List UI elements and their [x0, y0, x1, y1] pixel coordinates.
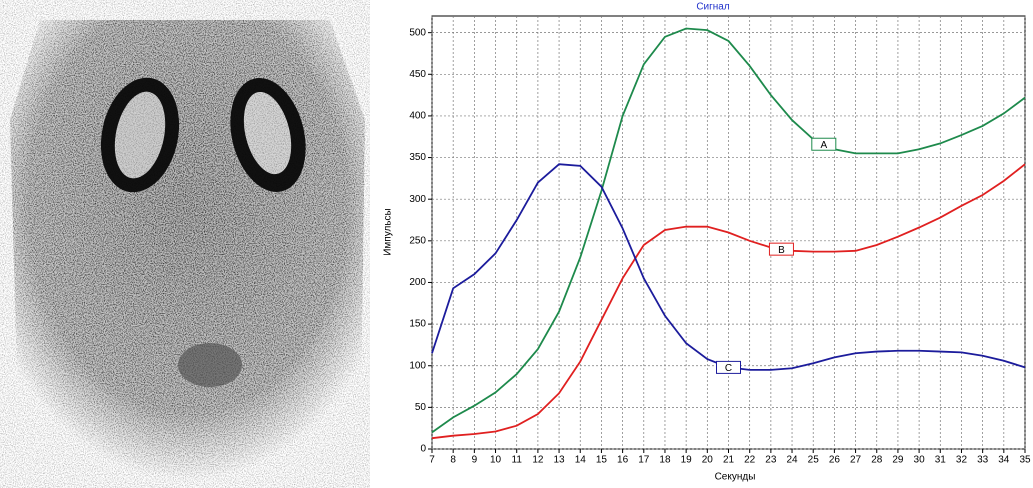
y-tick-label: 300 [409, 194, 426, 205]
x-tick-label: 23 [765, 455, 777, 466]
x-tick-label: 24 [786, 455, 798, 466]
x-tick-label: 17 [638, 455, 650, 466]
x-tick-label: 22 [744, 455, 756, 466]
x-tick-label: 8 [450, 455, 456, 466]
series-label-box [768, 242, 794, 256]
x-tick-label: 11 [512, 455, 523, 466]
series-label: C [725, 363, 732, 374]
x-tick-label: 25 [808, 455, 820, 466]
x-tick-label: 28 [871, 455, 883, 466]
x-tick-label: 21 [723, 455, 735, 466]
y-tick-label: 200 [409, 277, 426, 288]
x-tick-label: 10 [490, 455, 502, 466]
x-tick-label: 18 [659, 455, 671, 466]
x-tick-label: 27 [850, 455, 862, 466]
series-label: B [778, 245, 785, 256]
y-tick-label: 100 [409, 360, 426, 371]
line-series [431, 163, 1026, 440]
x-tick-label: 34 [998, 455, 1010, 466]
series-label-box [811, 137, 837, 151]
scintigram [0, 0, 370, 488]
y-tick-label: 450 [409, 69, 426, 80]
y-tick-label: 50 [415, 402, 427, 413]
y-axis-label: Импульсы [383, 208, 394, 256]
series-label: A [820, 140, 827, 151]
x-tick-label: 14 [575, 455, 587, 466]
x-tick-label: 15 [596, 455, 608, 466]
x-tick-label: 31 [935, 455, 947, 466]
x-tick-label: 29 [892, 455, 904, 466]
x-tick-label: 7 [429, 455, 435, 466]
x-tick-label: 33 [977, 455, 989, 466]
x-tick-label: 26 [829, 455, 841, 466]
y-tick-label: 350 [409, 152, 426, 163]
x-axis-label: Секунды [715, 472, 756, 483]
x-tick-label: 35 [1019, 455, 1031, 466]
x-tick-label: 16 [617, 455, 629, 466]
y-tick-label: 400 [409, 111, 426, 122]
x-tick-label: 13 [554, 455, 566, 466]
y-tick-label: 0 [420, 444, 426, 455]
series-label-box [716, 360, 741, 374]
y-tick-label: 250 [409, 235, 426, 246]
x-tick-label: 30 [914, 455, 926, 466]
y-tick-label: 150 [409, 319, 426, 330]
x-tick-label: 19 [681, 455, 693, 466]
chart: Сигнал Секунды Импульсы 0 50 100 150 200 250 3… [383, 2, 1031, 483]
x-tick-label: 12 [532, 455, 544, 466]
chart-title: Сигнал [696, 2, 730, 13]
x-tick-label: 32 [956, 455, 968, 466]
y-tick-label: 500 [409, 27, 426, 38]
x-tick-label: 20 [702, 455, 714, 466]
x-tick-label: 9 [472, 455, 478, 466]
line-series [431, 27, 1026, 434]
